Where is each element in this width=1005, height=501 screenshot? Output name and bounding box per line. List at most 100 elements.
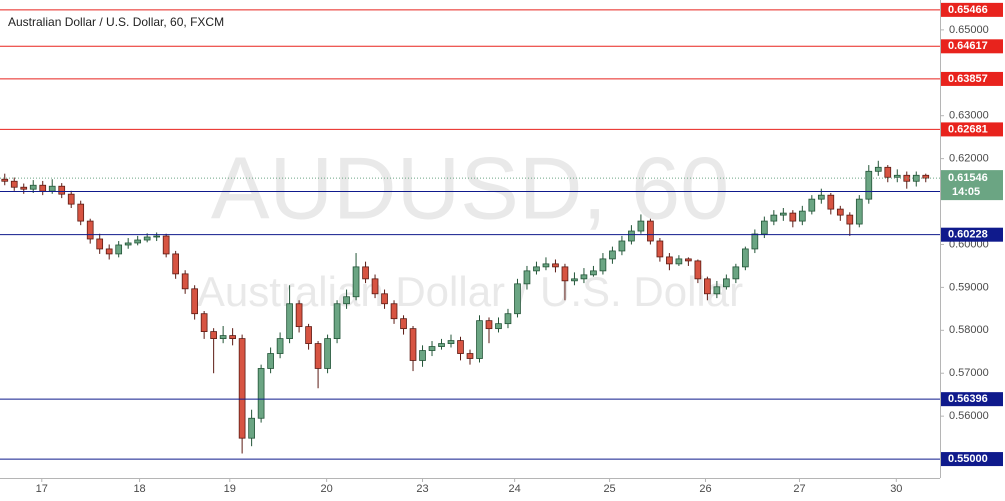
candle-body	[912, 174, 920, 182]
candle-body	[798, 210, 806, 222]
level-tag	[941, 39, 1003, 54]
candle-body	[143, 236, 151, 241]
candle-body	[419, 350, 426, 361]
candle-body	[381, 293, 388, 305]
level-tag	[941, 2, 1003, 17]
candle-body	[276, 338, 284, 354]
x-tick-label: 23	[416, 483, 428, 495]
candle-body	[836, 208, 844, 216]
candle-body	[647, 220, 654, 242]
countdown-label: 14:05	[952, 186, 980, 198]
candle-body	[390, 303, 398, 320]
candle-body	[761, 220, 768, 235]
candle-body	[865, 170, 873, 200]
x-tick-label: 25	[603, 483, 615, 495]
y-tick-label: 0.63000	[949, 110, 989, 122]
candle-body	[495, 323, 502, 330]
candle-body	[352, 266, 360, 298]
candle-body	[827, 194, 835, 210]
candle-body	[238, 338, 246, 439]
y-tick-label: 0.57000	[949, 367, 989, 379]
candle-body	[742, 248, 749, 268]
candle-body	[343, 296, 350, 305]
candle-body	[637, 220, 645, 232]
x-tick-label: 30	[890, 483, 902, 495]
x-tick-label: 27	[793, 483, 805, 495]
candle-body	[609, 250, 616, 260]
candle-body	[571, 278, 578, 282]
candle-body	[248, 417, 255, 439]
candle-body	[333, 303, 341, 339]
candle-body	[504, 313, 512, 325]
candle-body	[846, 214, 854, 225]
level-label: 0.65466	[948, 4, 988, 16]
candle-body	[257, 368, 265, 419]
candle-body	[485, 320, 493, 330]
candle-body	[86, 220, 94, 240]
candle-body	[855, 198, 863, 225]
candle-body	[295, 303, 303, 328]
candle-body	[466, 353, 474, 359]
level-tag	[941, 122, 1003, 137]
candle-body	[580, 274, 588, 280]
candle-body	[893, 174, 901, 178]
candle-body	[599, 258, 607, 272]
x-tick-label: 24	[509, 483, 521, 495]
candle-body	[105, 248, 113, 255]
candle-body	[732, 266, 740, 280]
candle-body	[922, 174, 930, 179]
candle-body	[191, 288, 198, 315]
level-label: 0.63857	[948, 73, 988, 85]
candle-body	[124, 242, 132, 246]
candle-body	[789, 212, 797, 222]
candle-body	[96, 238, 104, 250]
level-tag	[941, 71, 1003, 86]
candle-body	[561, 266, 569, 282]
level-tag	[941, 392, 1003, 407]
candle-body	[447, 340, 455, 344]
candle-body	[618, 240, 626, 252]
candle-body	[779, 212, 787, 216]
candle-body	[514, 283, 521, 315]
candle-body	[457, 340, 464, 354]
candle-body	[666, 256, 673, 265]
candle-body	[874, 166, 882, 172]
candle-body	[362, 266, 369, 280]
y-tick-label: 0.58000	[949, 324, 989, 336]
candle-body	[134, 239, 142, 244]
x-tick-label: 26	[699, 483, 711, 495]
candle-body	[229, 335, 236, 339]
candle-body	[1, 178, 9, 182]
candle-body	[20, 186, 28, 190]
y-tick-label: 0.62000	[949, 153, 989, 165]
level-label: 0.64617	[948, 40, 988, 52]
candle-body	[371, 278, 379, 295]
candle-body	[523, 270, 531, 285]
level-tag	[941, 452, 1003, 467]
watermark-subtitle: Australian Dollar / U.S. Dollar	[197, 268, 743, 315]
level-tag	[941, 227, 1003, 242]
candle-body	[181, 273, 189, 290]
last-price-label: 0.61546	[948, 172, 988, 184]
level-label: 0.60228	[948, 229, 988, 241]
level-label: 0.55000	[948, 453, 988, 465]
chart-title: Australian Dollar / U.S. Dollar, 60, FXC…	[8, 15, 224, 29]
candle-body	[770, 214, 778, 222]
candle-body	[542, 263, 550, 268]
candle-body	[884, 166, 892, 178]
candle-body	[153, 235, 161, 238]
level-label: 0.62681	[948, 123, 988, 135]
y-tick-label: 0.56000	[949, 410, 989, 422]
candle-body	[704, 278, 711, 295]
candle-body	[39, 184, 47, 192]
candle-body	[29, 184, 37, 190]
candle-body	[48, 185, 56, 192]
y-tick-label: 0.59000	[949, 281, 989, 293]
candle-body	[428, 346, 436, 351]
candle-body	[67, 193, 75, 205]
candle-body	[675, 258, 683, 265]
candle-body	[267, 353, 274, 369]
